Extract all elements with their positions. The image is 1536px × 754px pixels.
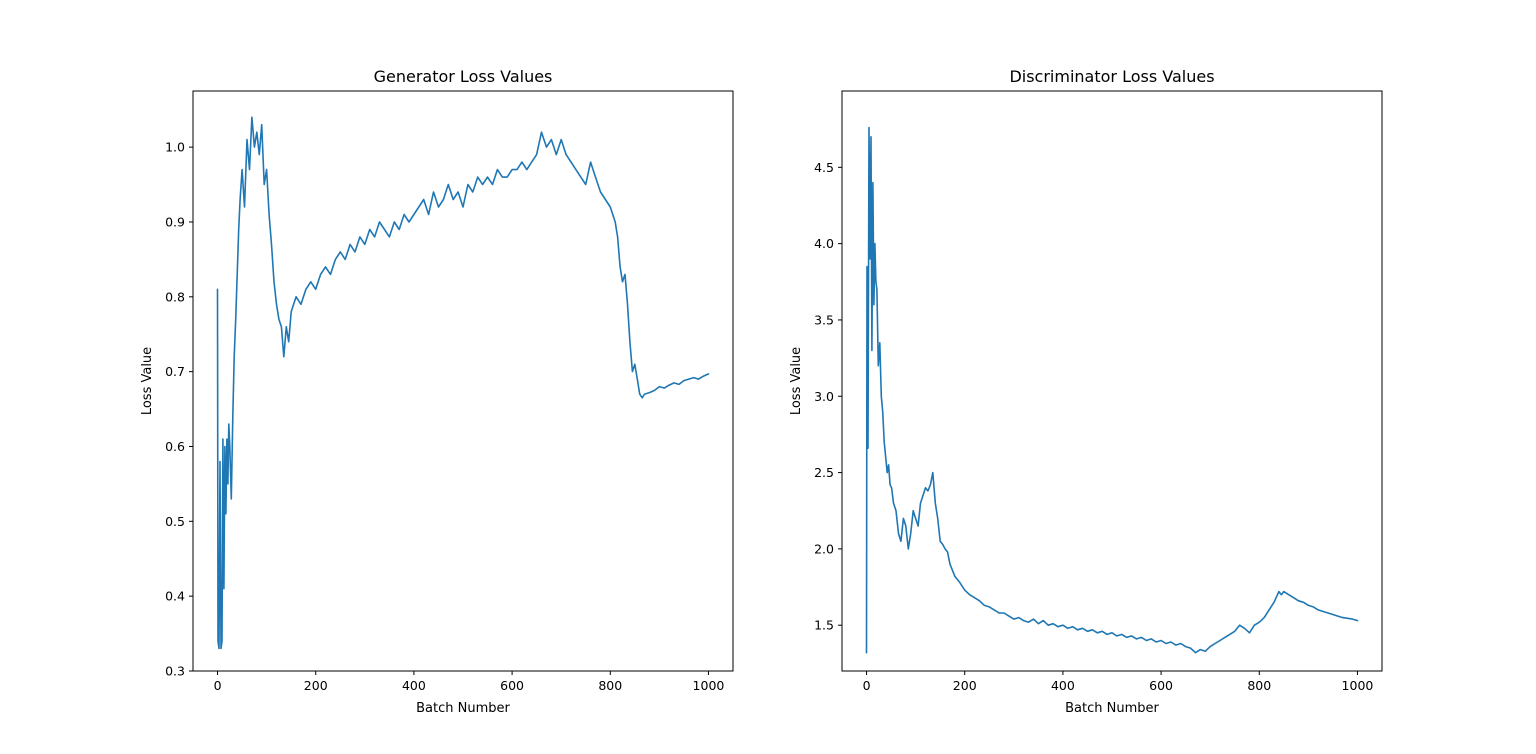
chart-title: Discriminator Loss Values (1009, 67, 1214, 86)
series-line (865, 126, 1359, 654)
y-tick-label: 0.3 (165, 664, 185, 679)
plot-frame (192, 90, 734, 672)
x-tick-label: 800 (598, 678, 622, 693)
y-tick-label: 0.4 (165, 589, 185, 604)
y-axis: 1.5 2.0 2.5 3.0 3.5 4.0 4.5 (814, 160, 842, 633)
x-tick-label: 600 (1149, 678, 1173, 693)
x-axis-label: Batch Number (1065, 701, 1159, 716)
y-tick-label: 0.8 (165, 289, 185, 304)
y-tick-label: 4.5 (814, 160, 834, 175)
plot-frame (841, 90, 1383, 672)
x-axis: 0 200 400 600 800 1000 (863, 671, 1374, 693)
x-tick-label: 1000 (693, 678, 725, 693)
y-axis: 0.3 0.4 0.5 0.6 0.7 0.8 0.9 1.0 (165, 140, 193, 679)
y-tick-label: 0.7 (165, 364, 185, 379)
x-tick-label: 0 (863, 678, 871, 693)
y-tick-label: 0.6 (165, 439, 185, 454)
y-tick-label: 3.0 (814, 389, 834, 404)
series-line (216, 116, 710, 650)
x-tick-label: 1000 (1342, 678, 1374, 693)
x-tick-label: 0 (214, 678, 222, 693)
x-tick-label: 400 (402, 678, 426, 693)
discriminator-loss-panel: Discriminator Loss Values 0 200 400 600 800 1… (789, 67, 1383, 716)
y-tick-label: 2.5 (814, 465, 834, 480)
y-axis-label: Loss Value (140, 347, 155, 415)
y-axis-label: Loss Value (789, 347, 804, 415)
x-tick-label: 600 (500, 678, 524, 693)
x-axis: 0 200 400 600 800 1000 (214, 671, 725, 693)
y-tick-label: 1.0 (165, 140, 185, 155)
series-layer (865, 126, 1359, 654)
y-tick-label: 4.0 (814, 236, 834, 251)
chart-title: Generator Loss Values (374, 67, 553, 86)
y-tick-label: 0.9 (165, 214, 185, 229)
x-tick-label: 200 (304, 678, 328, 693)
x-tick-label: 200 (953, 678, 977, 693)
x-tick-label: 800 (1247, 678, 1271, 693)
series-layer (216, 116, 710, 650)
y-tick-label: 1.5 (814, 618, 834, 633)
x-tick-label: 400 (1051, 678, 1075, 693)
x-axis-label: Batch Number (416, 701, 510, 716)
y-tick-label: 3.5 (814, 312, 834, 327)
y-tick-label: 0.5 (165, 514, 185, 529)
y-tick-label: 2.0 (814, 541, 834, 556)
generator-loss-panel: Generator Loss Values 0 200 400 600 800 1000 … (140, 67, 734, 716)
